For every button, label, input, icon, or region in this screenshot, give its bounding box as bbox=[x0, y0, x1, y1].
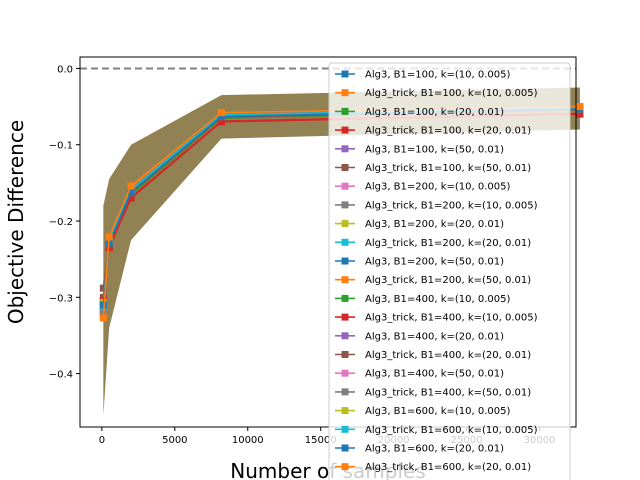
legend-marker bbox=[341, 257, 349, 265]
legend-label: Alg3_trick, B1=600, k=(20, 0.01) bbox=[365, 462, 531, 473]
legend-entry: Alg3_trick, B1=400, k=(50, 0.01) bbox=[335, 387, 531, 398]
legend-label: Alg3_trick, B1=400, k=(50, 0.01) bbox=[365, 387, 531, 398]
legend-marker bbox=[341, 201, 349, 209]
legend-label: Alg3_trick, B1=100, k=(10, 0.005) bbox=[365, 88, 538, 99]
legend-marker bbox=[341, 70, 349, 78]
legend-label: Alg3, B1=400, k=(50, 0.01) bbox=[365, 369, 504, 380]
series-point bbox=[99, 314, 107, 322]
y-tick-label: −0.3 bbox=[49, 293, 73, 304]
legend-label: Alg3, B1=100, k=(10, 0.005) bbox=[365, 70, 511, 81]
legend-marker bbox=[341, 182, 349, 190]
legend-entry: Alg3, B1=200, k=(50, 0.01) bbox=[335, 257, 504, 268]
series-point bbox=[99, 301, 107, 309]
legend-entry: Alg3, B1=600, k=(20, 0.01) bbox=[335, 444, 504, 455]
legend-label: Alg3_trick, B1=100, k=(20, 0.01) bbox=[365, 126, 531, 137]
legend-label: Alg3_trick, B1=400, k=(20, 0.01) bbox=[365, 350, 531, 361]
legend-label: Alg3, B1=200, k=(50, 0.01) bbox=[365, 257, 504, 268]
legend-marker bbox=[341, 276, 349, 284]
legend-marker bbox=[341, 126, 349, 134]
series-point bbox=[217, 113, 225, 121]
legend-marker bbox=[341, 369, 349, 377]
legend-marker bbox=[341, 463, 349, 471]
legend-entry: Alg3, B1=100, k=(50, 0.01) bbox=[335, 144, 504, 155]
legend-marker bbox=[341, 89, 349, 97]
legend-label: Alg3, B1=400, k=(20, 0.01) bbox=[365, 331, 504, 342]
y-tick-label: −0.1 bbox=[49, 141, 73, 152]
legend-entry: Alg3, B1=600, k=(10, 0.005) bbox=[335, 406, 511, 417]
legend-label: Alg3, B1=200, k=(10, 0.005) bbox=[365, 182, 511, 193]
plot-frame bbox=[79, 56, 577, 428]
legend-entry: Alg3_trick, B1=100, k=(20, 0.01) bbox=[335, 126, 531, 137]
legend-entry: Alg3, B1=100, k=(10, 0.005) bbox=[335, 70, 511, 81]
legend-label: Alg3_trick, B1=200, k=(10, 0.005) bbox=[365, 200, 538, 211]
legend-marker bbox=[341, 294, 349, 302]
series-point bbox=[105, 233, 113, 241]
legend-marker bbox=[341, 107, 349, 115]
legend-label: Alg3, B1=200, k=(20, 0.01) bbox=[365, 219, 504, 230]
legend-marker bbox=[341, 313, 349, 321]
series-point bbox=[127, 182, 135, 190]
x-tick-label: 5000 bbox=[162, 435, 187, 446]
legend-entry: Alg3_trick, B1=400, k=(10, 0.005) bbox=[335, 313, 538, 324]
series-point bbox=[127, 193, 135, 201]
x-tick-label: 10000 bbox=[232, 435, 264, 446]
series-point bbox=[576, 103, 584, 111]
legend-marker bbox=[341, 444, 349, 452]
x-tick-label: 15000 bbox=[305, 435, 337, 446]
legend-marker bbox=[341, 238, 349, 246]
legend-entry: Alg3_trick, B1=100, k=(50, 0.01) bbox=[335, 163, 531, 174]
legend-label: Alg3_trick, B1=400, k=(10, 0.005) bbox=[365, 313, 538, 324]
legend-entry: Alg3, B1=100, k=(20, 0.01) bbox=[335, 107, 504, 118]
legend-marker bbox=[341, 164, 349, 171]
legend-marker bbox=[341, 332, 349, 340]
y-tick-label: −0.4 bbox=[49, 370, 73, 381]
legend-marker bbox=[341, 388, 349, 396]
legend-label: Alg3_trick, B1=200, k=(50, 0.01) bbox=[365, 275, 531, 286]
legend-entry: Alg3_trick, B1=100, k=(10, 0.005) bbox=[335, 88, 538, 99]
legend-entry: Alg3, B1=200, k=(20, 0.01) bbox=[335, 219, 504, 230]
legend-entry: Alg3_trick, B1=200, k=(20, 0.01) bbox=[335, 238, 531, 249]
series-point bbox=[217, 109, 225, 117]
legend: Alg3, B1=100, k=(10, 0.005) Alg3_trick, B… bbox=[328, 62, 571, 480]
legend-label: Alg3_trick, B1=100, k=(50, 0.01) bbox=[365, 163, 531, 174]
legend-entry: Alg3_trick, B1=600, k=(20, 0.01) bbox=[335, 462, 531, 473]
legend-entry: Alg3, B1=400, k=(50, 0.01) bbox=[335, 369, 504, 380]
legend-label: Alg3, B1=400, k=(10, 0.005) bbox=[365, 294, 511, 305]
legend-label: Alg3, B1=600, k=(10, 0.005) bbox=[365, 406, 511, 417]
legend-label: Alg3, B1=100, k=(20, 0.01) bbox=[365, 107, 504, 118]
legend-box bbox=[328, 62, 571, 480]
series-point bbox=[217, 117, 225, 125]
x-tick-label: 0 bbox=[99, 435, 105, 446]
series-point bbox=[576, 109, 584, 117]
legend-label: Alg3, B1=600, k=(20, 0.01) bbox=[365, 444, 504, 455]
legend-entry: Alg3_trick, B1=200, k=(10, 0.005) bbox=[335, 200, 538, 211]
y-tick-label: 0.0 bbox=[57, 64, 73, 75]
legend-marker bbox=[341, 220, 349, 228]
y-axis-label: Objective Difference bbox=[4, 120, 28, 324]
legend-entry: Alg3_trick, B1=600, k=(10, 0.005) bbox=[335, 425, 538, 436]
legend-entry: Alg3, B1=400, k=(10, 0.005) bbox=[335, 294, 511, 305]
series-point bbox=[99, 284, 107, 292]
legend-marker bbox=[341, 351, 349, 358]
legend-label: Alg3_trick, B1=600, k=(10, 0.005) bbox=[365, 425, 538, 436]
legend-entry: Alg3_trick, B1=200, k=(50, 0.01) bbox=[335, 275, 531, 286]
legend-entry: Alg3, B1=400, k=(20, 0.01) bbox=[335, 331, 504, 342]
legend-marker bbox=[341, 425, 349, 433]
legend-entry: Alg3_trick, B1=400, k=(20, 0.01) bbox=[335, 350, 531, 361]
legend-label: Alg3, B1=100, k=(50, 0.01) bbox=[365, 144, 504, 155]
legend-marker bbox=[341, 407, 349, 415]
y-tick-label: −0.2 bbox=[49, 217, 73, 228]
legend-entry: Alg3, B1=200, k=(10, 0.005) bbox=[335, 182, 511, 193]
series-point bbox=[127, 188, 135, 196]
legend-marker bbox=[341, 145, 349, 153]
legend-label: Alg3_trick, B1=200, k=(20, 0.01) bbox=[365, 238, 531, 249]
